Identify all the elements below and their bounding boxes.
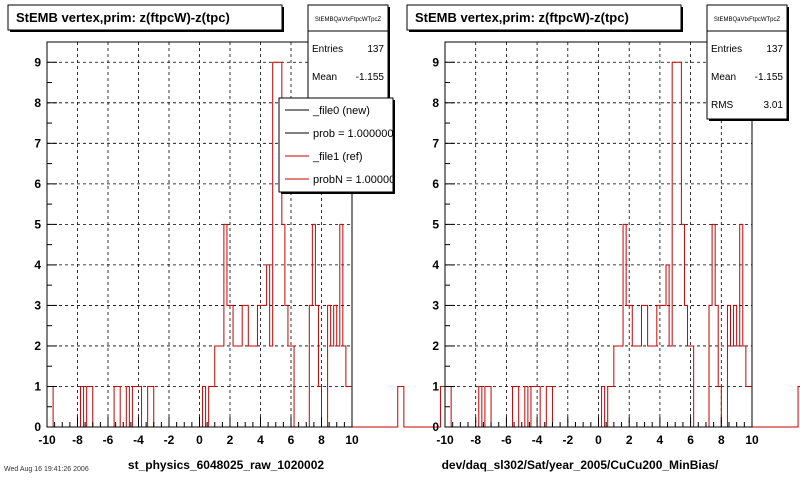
legend-label: _file0 (new) (312, 105, 370, 117)
stats-label: Entries (711, 44, 742, 55)
y-tick-label: 2 (34, 339, 41, 353)
x-tick-label: -4 (133, 433, 144, 447)
stats-name: StEMBQaVtxFtpcWTpcZ (315, 17, 382, 23)
chart-title: StEMB vertex,prim: z(ftpcW)-z(tpc) (415, 10, 629, 25)
x-tick-label: -10 (38, 433, 56, 447)
stats-value: 137 (367, 44, 384, 55)
y-tick-label: 4 (34, 258, 41, 272)
y-tick-label: 0 (34, 420, 41, 434)
legend-box (278, 97, 394, 193)
stats-value: 137 (766, 44, 783, 55)
stats-label: RMS (711, 100, 734, 111)
y-tick-label: 7 (34, 136, 41, 150)
x-tick-label: 10 (745, 433, 759, 447)
y-tick-label: 4 (432, 258, 439, 272)
legend-label: probN = 1.000000 (313, 174, 401, 186)
x-tick-label: -2 (562, 433, 573, 447)
stats-value: 3.01 (764, 100, 784, 111)
y-tick-label: 8 (34, 96, 41, 110)
y-tick-label: 8 (432, 96, 439, 110)
title-box (7, 4, 283, 31)
title-box (406, 4, 682, 31)
x-tick-label: -4 (532, 433, 543, 447)
footer-timestamp: Wed Aug 16 19:41:26 2006 (4, 466, 89, 473)
y-tick-label: 5 (34, 217, 41, 231)
chart-title: StEMB vertex,prim: z(ftpcW)-z(tpc) (16, 10, 230, 25)
histogram-panel-2: -10 -8 -6 -4 -2 0 2 4 6 8 10 0 1 2 3 4 5 6 7 8 9 dev/daq_sl30… (406, 4, 800, 472)
stats-label: Entries (312, 44, 343, 55)
stats-value: -1.155 (755, 72, 784, 83)
stats-box (706, 4, 788, 120)
stats-label: Mean (312, 72, 337, 83)
y-tick-label: 3 (34, 298, 41, 312)
stats-name: StEMBQaVtxFtpcWTpcZ (714, 17, 781, 23)
x-tick-label: 8 (718, 433, 725, 447)
x-tick-label: -10 (436, 433, 454, 447)
x-tick-label: 4 (257, 433, 264, 447)
legend-label: _file1 (ref) (312, 151, 363, 163)
x-tick-label: 10 (345, 433, 359, 447)
x-tick-label: 0 (595, 433, 602, 447)
y-tick-label: 5 (432, 217, 439, 231)
x-tick-label: 4 (657, 433, 664, 447)
y-tick-label: 9 (432, 55, 439, 69)
legend-label: prob = 1.000000 (313, 128, 393, 140)
y-tick-label: 0 (432, 420, 439, 434)
y-tick-label: 3 (432, 298, 439, 312)
x-axis-label: st_physics_6048025_raw_1020002 (128, 458, 324, 472)
y-tick-label: 1 (432, 379, 439, 393)
x-tick-label: 8 (318, 433, 325, 447)
x-tick-label: 2 (626, 433, 633, 447)
x-tick-label: 6 (288, 433, 295, 447)
y-tick-label: 1 (34, 379, 41, 393)
y-tick-label: 9 (34, 55, 41, 69)
x-tick-label: -8 (470, 433, 481, 447)
x-tick-label: 2 (227, 433, 234, 447)
y-tick-label: 2 (432, 339, 439, 353)
stats-label: Mean (711, 72, 736, 83)
x-tick-label: 0 (196, 433, 203, 447)
y-tick-label: 6 (432, 177, 439, 191)
x-tick-label: -6 (501, 433, 512, 447)
x-tick-label: -8 (72, 433, 83, 447)
x-tick-label: 6 (687, 433, 694, 447)
legend-entries: _file0 (new) prob = 1.000000 _file1 (ref) p… (285, 105, 401, 186)
histogram-panel-1: -10 -8 -6 -4 -2 0 2 4 6 8 100123456789st_physics_6… (7, 4, 657, 472)
x-tick-label: -6 (103, 433, 114, 447)
x-axis-label: dev/daq_sl302/Sat/year_2005/CuCu200_MinB… (442, 458, 719, 472)
stats-box (307, 4, 389, 108)
stats-value: -1.155 (356, 72, 385, 83)
y-tick-label: 7 (432, 136, 439, 150)
x-tick-label: -2 (164, 433, 175, 447)
y-tick-label: 6 (34, 177, 41, 191)
